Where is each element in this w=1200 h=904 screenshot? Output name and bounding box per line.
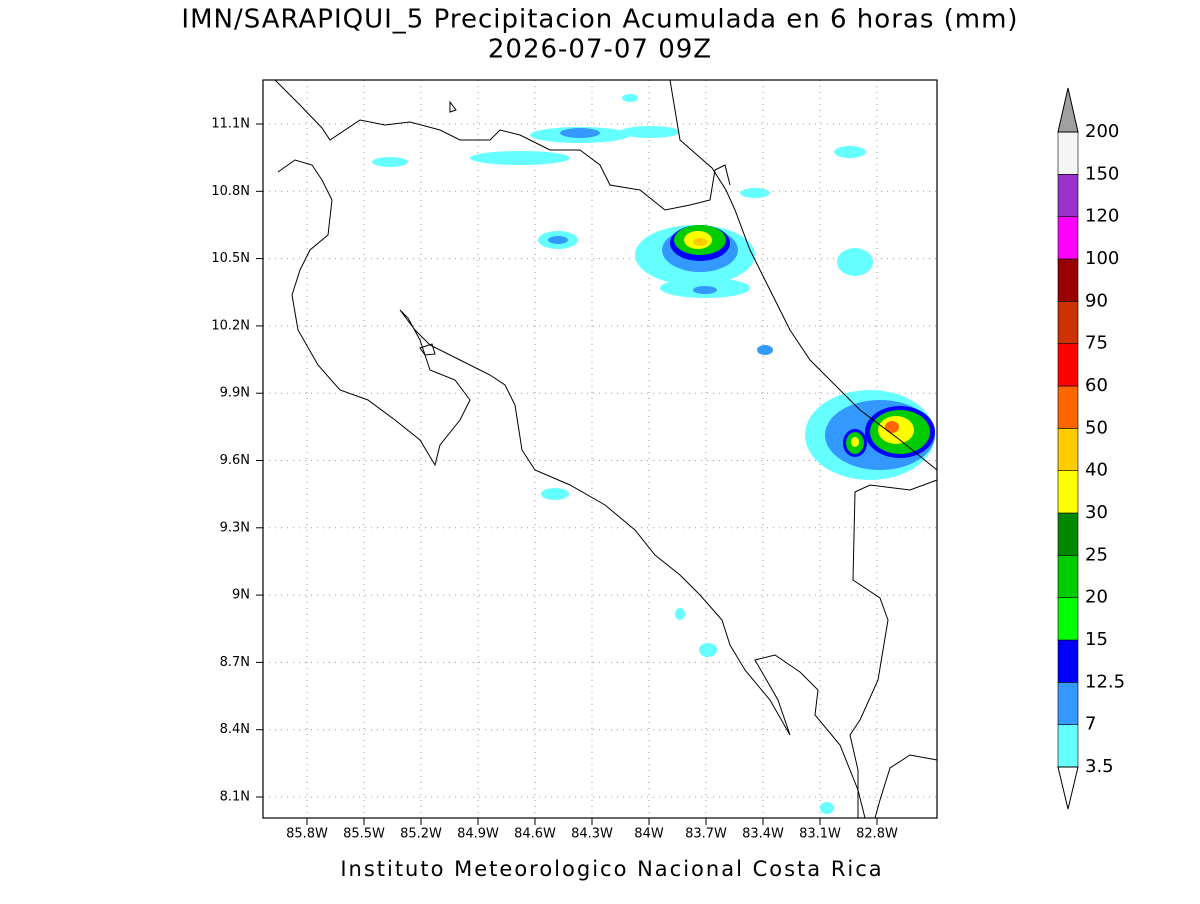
precip-area bbox=[541, 488, 569, 500]
precip-area bbox=[622, 94, 638, 102]
colorbar-box bbox=[1057, 724, 1079, 768]
lon-label: 85.8W bbox=[286, 827, 328, 842]
colorbar: 3.5 7 12.5 15 20 25 30 40 50 60 75 90 100 120 150 200 bbox=[1057, 87, 1125, 810]
subtitle: 2026-07-07 09Z bbox=[488, 35, 712, 65]
lon-label: 85.5W bbox=[343, 827, 385, 842]
lat-label: 8.1N bbox=[220, 790, 250, 805]
title: IMN/SARAPIQUI_5 Precipitacion Acumulada … bbox=[181, 5, 1018, 35]
colorbar-label: 3.5 bbox=[1085, 756, 1114, 777]
lon-label: 84.6W bbox=[514, 827, 556, 842]
precip-area bbox=[693, 238, 707, 246]
colorbar-label: 75 bbox=[1085, 333, 1108, 354]
colorbar-box bbox=[1057, 301, 1079, 344]
coastline bbox=[277, 159, 866, 819]
colorbar-label: 25 bbox=[1085, 544, 1108, 565]
colorbar-box bbox=[1057, 343, 1079, 387]
colorbar-label: 90 bbox=[1085, 290, 1108, 311]
colorbar-label: 120 bbox=[1085, 206, 1119, 227]
colorbar-label: 7 bbox=[1085, 714, 1096, 735]
precip-area bbox=[548, 236, 568, 244]
lon-label: 84W bbox=[634, 827, 664, 842]
lat-label: 9.9N bbox=[220, 386, 250, 401]
lat-label: 8.4N bbox=[220, 722, 250, 737]
precip-area bbox=[885, 421, 899, 433]
coastline bbox=[874, 754, 938, 819]
colorbar-label: 40 bbox=[1085, 460, 1108, 481]
lat-label: 9.6N bbox=[220, 453, 250, 468]
coastlines bbox=[274, 79, 938, 819]
colorbar-label: 30 bbox=[1085, 502, 1108, 523]
colorbar-over bbox=[1057, 87, 1079, 133]
grid bbox=[256, 80, 937, 825]
lon-label: 84.3W bbox=[571, 827, 613, 842]
border bbox=[274, 79, 731, 211]
lon-label: 84.9W bbox=[457, 827, 499, 842]
precip-area bbox=[699, 643, 717, 657]
colorbar-box bbox=[1057, 174, 1079, 217]
precipitation bbox=[372, 94, 935, 814]
colorbar-under bbox=[1057, 766, 1079, 810]
lat-label: 9N bbox=[232, 588, 250, 603]
colorbar-label: 150 bbox=[1085, 163, 1119, 184]
colorbar-box bbox=[1057, 131, 1079, 175]
precip-area bbox=[740, 188, 770, 198]
colorbar-box bbox=[1057, 639, 1079, 683]
lon-label: 85.2W bbox=[400, 827, 442, 842]
colorbar-label: 50 bbox=[1085, 417, 1108, 438]
precip-area bbox=[834, 146, 866, 158]
lon-label: 83.7W bbox=[685, 827, 727, 842]
island bbox=[449, 100, 457, 113]
precip-area bbox=[560, 128, 600, 138]
colorbar-box bbox=[1057, 258, 1079, 302]
lat-label: 9.3N bbox=[220, 520, 250, 535]
footer: Instituto Meteorologico Nacional Costa R… bbox=[340, 857, 883, 881]
colorbar-box bbox=[1057, 555, 1079, 598]
colorbar-label: 200 bbox=[1085, 121, 1119, 142]
colorbar-box bbox=[1057, 470, 1079, 514]
lat-label: 11.1N bbox=[211, 117, 250, 132]
colorbar-label: 15 bbox=[1085, 629, 1108, 650]
lon-label: 83.1W bbox=[799, 827, 841, 842]
colorbar-box bbox=[1057, 682, 1079, 725]
colorbar-label: 12.5 bbox=[1085, 671, 1125, 692]
precip-area bbox=[693, 286, 717, 294]
precip-area bbox=[620, 126, 680, 138]
precip-area bbox=[372, 157, 408, 167]
lat-label: 10.2N bbox=[211, 318, 250, 333]
colorbar-box bbox=[1057, 597, 1079, 641]
colorbar-label: 60 bbox=[1085, 375, 1108, 396]
lat-label: 10.8N bbox=[211, 184, 250, 199]
lon-label: 83.4W bbox=[742, 827, 784, 842]
lon-label: 82.8W bbox=[856, 827, 898, 842]
precip-area bbox=[675, 608, 685, 620]
precip-area bbox=[851, 437, 859, 447]
colorbar-label: 100 bbox=[1085, 248, 1119, 269]
colorbar-box bbox=[1057, 512, 1079, 556]
island bbox=[419, 343, 436, 356]
border bbox=[849, 479, 938, 818]
coastline bbox=[669, 79, 938, 471]
precip-area bbox=[837, 248, 873, 276]
lat-label: 10.5N bbox=[211, 251, 250, 266]
lat-label: 8.7N bbox=[220, 655, 250, 670]
colorbar-box bbox=[1057, 385, 1079, 429]
precip-area bbox=[470, 151, 570, 165]
colorbar-box bbox=[1057, 216, 1079, 260]
precip-area bbox=[757, 345, 773, 355]
map-frame bbox=[262, 79, 938, 819]
colorbar-label: 20 bbox=[1085, 587, 1108, 608]
colorbar-box bbox=[1057, 428, 1079, 471]
precip-area bbox=[820, 802, 834, 814]
